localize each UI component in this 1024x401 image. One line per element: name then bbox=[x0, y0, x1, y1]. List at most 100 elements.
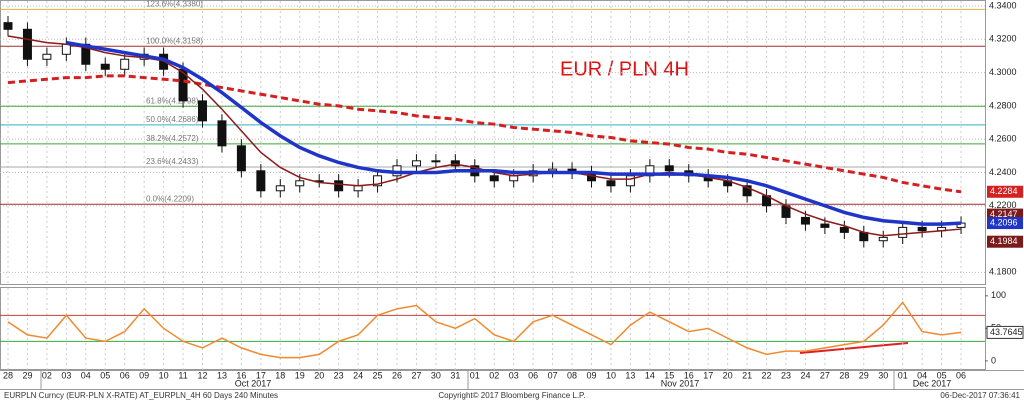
x-tick-label: 27 bbox=[411, 370, 421, 380]
rsi-label-box bbox=[986, 325, 1024, 339]
x-tick-label: 13 bbox=[625, 370, 635, 380]
x-tick-label: 06 bbox=[956, 370, 966, 380]
footer-left: EURPLN Curncy (EUR-PLN X-RATE) AT_EURPLN… bbox=[4, 391, 278, 400]
price-label: 4.2284 bbox=[990, 186, 1018, 196]
fib-label: 61.8%(4.2798) bbox=[146, 96, 199, 105]
fib-label: 50.0%(4.2686) bbox=[146, 115, 199, 124]
candle-body bbox=[22, 28, 32, 60]
rsi-tick-label: 0 bbox=[991, 355, 996, 365]
x-tick-label: 02 bbox=[42, 370, 52, 380]
candle-body bbox=[61, 43, 71, 55]
x-tick-label: 20 bbox=[723, 370, 733, 380]
price-label: 4.1984 bbox=[990, 236, 1018, 246]
x-tick-label: 01 bbox=[898, 370, 908, 380]
x-tick-label: 31 bbox=[450, 370, 460, 380]
rsi-line bbox=[7, 301, 962, 359]
candle-body bbox=[489, 175, 499, 182]
candle-body bbox=[742, 185, 752, 197]
candle-body bbox=[917, 226, 927, 232]
candle-body bbox=[431, 160, 441, 163]
candle-body bbox=[898, 226, 908, 238]
x-tick-label: 13 bbox=[217, 370, 227, 380]
x-tick-label: 04 bbox=[81, 370, 91, 380]
trend-line bbox=[799, 342, 909, 354]
candle-body bbox=[450, 160, 460, 167]
rsi-last-label: 43.7645 bbox=[990, 327, 1023, 337]
x-tick-label: 17 bbox=[703, 370, 713, 380]
candle-body bbox=[295, 180, 305, 187]
x-tick-label: 22 bbox=[762, 370, 772, 380]
x-tick-label: 29 bbox=[859, 370, 869, 380]
fib-label: 0.0%(4.2209) bbox=[146, 194, 194, 203]
x-tick-label: 09 bbox=[139, 370, 149, 380]
candle-body bbox=[664, 165, 674, 172]
x-tick-label: 20 bbox=[314, 370, 324, 380]
x-tick-label: 24 bbox=[800, 370, 810, 380]
x-tick-label: 06 bbox=[528, 370, 538, 380]
candle-body bbox=[100, 63, 110, 70]
candle-body bbox=[275, 185, 285, 192]
y-tick-label: 4.2200 bbox=[989, 200, 1017, 210]
y-tick-label: 4.3400 bbox=[989, 0, 1017, 10]
fib-label: 38.2%(4.2572) bbox=[146, 134, 199, 143]
month-label: Dec 2017 bbox=[913, 378, 952, 388]
x-tick-label: 21 bbox=[742, 370, 752, 380]
y-tick-label: 4.3000 bbox=[989, 67, 1017, 77]
candle-body bbox=[3, 22, 13, 30]
x-tick-label: 30 bbox=[878, 370, 888, 380]
x-tick-label: 26 bbox=[392, 370, 402, 380]
x-tick-label: 01 bbox=[470, 370, 480, 380]
x-tick-label: 17 bbox=[256, 370, 266, 380]
candle-body bbox=[236, 145, 246, 172]
candle-body bbox=[800, 216, 810, 225]
rsi-tick-label: 100 bbox=[991, 290, 1006, 300]
y-tick-label: 4.2400 bbox=[989, 167, 1017, 177]
candle-body bbox=[878, 236, 888, 242]
footer-center: Copyright© 2017 Bloomberg Finance L.P. bbox=[438, 391, 585, 400]
price-label-box bbox=[987, 217, 1023, 230]
candle-body bbox=[548, 168, 558, 172]
month-label: Oct 2017 bbox=[235, 378, 272, 388]
candle-body bbox=[606, 180, 616, 187]
x-tick-label: 11 bbox=[178, 370, 187, 380]
fib-label: 100.0%(4.3158) bbox=[146, 36, 203, 45]
x-tick-label: 10 bbox=[606, 370, 616, 380]
fib-label: 123.6%(4.3380) bbox=[146, 0, 203, 8]
candle-body bbox=[839, 226, 849, 233]
x-tick-label: 24 bbox=[353, 370, 363, 380]
chart-title: EUR / PLN 4H bbox=[560, 58, 689, 80]
candle-body bbox=[198, 100, 207, 122]
x-tick-label: 02 bbox=[489, 370, 499, 380]
y-tick-label: 4.2600 bbox=[989, 134, 1017, 144]
x-tick-label: 09 bbox=[586, 370, 596, 380]
x-tick-label: 25 bbox=[373, 370, 383, 380]
x-tick-label: 23 bbox=[781, 370, 791, 380]
x-tick-label: 07 bbox=[548, 370, 558, 380]
candle-body bbox=[256, 170, 266, 192]
price-label-box bbox=[987, 185, 1023, 198]
y-tick-label: 4.1800 bbox=[989, 267, 1017, 277]
price-label-box bbox=[987, 235, 1023, 248]
fib-label: 23.6%(4.2433) bbox=[146, 157, 199, 166]
x-tick-label: 23 bbox=[334, 370, 344, 380]
x-tick-label: 03 bbox=[61, 370, 71, 380]
x-tick-label: 30 bbox=[431, 370, 441, 380]
month-label: Nov 2017 bbox=[661, 378, 700, 388]
x-tick-label: 10 bbox=[159, 370, 169, 380]
y-tick-label: 4.2800 bbox=[989, 100, 1017, 110]
candle-body bbox=[42, 53, 52, 60]
x-tick-label: 19 bbox=[295, 370, 305, 380]
ma-line bbox=[66, 40, 962, 226]
price-label: 4.2096 bbox=[990, 217, 1018, 227]
y-tick-label: 4.3200 bbox=[989, 34, 1017, 44]
x-tick-label: 28 bbox=[3, 370, 13, 380]
price-panel bbox=[0, 0, 986, 285]
x-tick-label: 18 bbox=[275, 370, 285, 380]
x-tick-label: 06 bbox=[120, 370, 130, 380]
candle-body bbox=[217, 120, 227, 147]
x-tick-label: 16 bbox=[684, 370, 694, 380]
ma-line bbox=[7, 74, 962, 194]
candle-body bbox=[373, 175, 383, 187]
